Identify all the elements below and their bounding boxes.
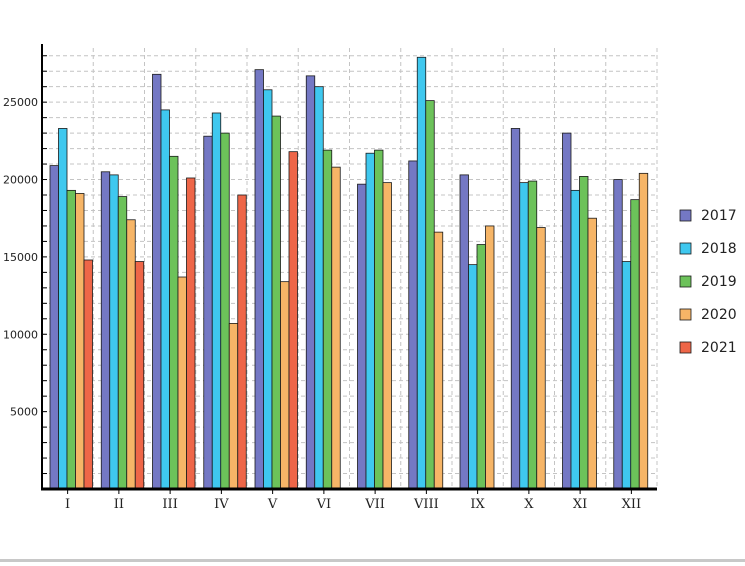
bar — [49, 165, 59, 490]
bar — [117, 196, 128, 490]
bar — [134, 261, 145, 490]
bar — [237, 194, 247, 490]
bar — [211, 112, 222, 490]
bar — [169, 155, 179, 490]
bar — [519, 182, 529, 490]
x-tick-label: VIII — [413, 497, 439, 512]
legend-swatch — [679, 308, 692, 321]
bar — [382, 182, 392, 490]
bar — [152, 73, 162, 490]
bar — [587, 217, 597, 490]
bar — [288, 151, 298, 490]
y-tick-label: 5000 — [10, 406, 38, 419]
bar — [357, 183, 367, 490]
bar — [416, 56, 427, 490]
axes — [41, 44, 657, 494]
legend-label: 2020 — [701, 307, 737, 323]
bar — [527, 180, 538, 490]
bar — [263, 89, 273, 490]
bar — [109, 174, 119, 490]
x-tick-label: X — [524, 497, 534, 512]
y-tick-label: 10000 — [3, 328, 38, 341]
bar — [621, 261, 632, 490]
x-tick-label: V — [267, 497, 278, 512]
bar — [100, 171, 111, 490]
legend: 2017 2018 2019 2020 2021 — [679, 208, 737, 356]
legend-swatch — [679, 242, 692, 255]
bar — [220, 132, 230, 490]
bar — [314, 86, 324, 490]
legend-swatch — [679, 209, 692, 222]
bar — [75, 193, 85, 490]
bar — [536, 227, 546, 490]
bar — [58, 128, 68, 490]
y-tick-label: 15000 — [3, 251, 38, 264]
bar — [186, 177, 196, 490]
x-tick-label: IX — [470, 497, 485, 512]
legend-swatch — [679, 275, 692, 288]
bar — [613, 179, 623, 490]
bars — [49, 56, 649, 490]
bar — [66, 189, 76, 490]
bar — [630, 199, 640, 490]
grid — [42, 48, 658, 489]
y-tick-label: 25000 — [3, 96, 38, 109]
bar — [126, 219, 136, 490]
bar — [83, 259, 93, 490]
bar — [408, 160, 418, 490]
x-tick-label: III — [162, 497, 177, 512]
x-tick-label: VII — [364, 497, 385, 512]
x-tick-label: I — [65, 497, 70, 512]
bar — [510, 128, 521, 490]
bar — [305, 75, 316, 490]
y-axis-ticks: 5000 10000 15000 20000 25000 — [3, 96, 38, 418]
x-tick-label: II — [114, 497, 124, 512]
bar — [485, 225, 495, 490]
bar — [468, 264, 478, 490]
bar — [459, 174, 469, 490]
bar — [433, 231, 444, 490]
bar — [476, 244, 486, 490]
x-axis-ticks: I II III IV V VI VII VIII IX X XI XII — [65, 497, 641, 512]
legend-label: 2021 — [701, 340, 737, 356]
y-tick-label: 20000 — [3, 174, 38, 187]
bottom-rule — [0, 559, 745, 562]
bar — [638, 172, 649, 490]
bar — [374, 149, 384, 490]
bar — [203, 135, 213, 490]
legend-label: 2017 — [701, 208, 737, 224]
bar — [271, 115, 281, 490]
bar — [365, 152, 375, 490]
bar — [570, 189, 580, 490]
x-tick-label: XI — [573, 497, 587, 512]
bar — [579, 176, 589, 490]
bar — [254, 69, 264, 490]
x-tick-label: IV — [214, 497, 229, 512]
bar — [160, 109, 170, 490]
legend-label: 2018 — [701, 241, 737, 257]
bar — [425, 100, 435, 490]
bar — [280, 281, 290, 490]
bar — [322, 149, 333, 490]
x-tick-label: VI — [316, 497, 332, 512]
bar — [331, 166, 341, 490]
x-tick-label: XII — [622, 497, 642, 512]
bar — [177, 276, 187, 490]
legend-swatch — [679, 341, 692, 354]
bar — [228, 323, 239, 490]
legend-label: 2019 — [701, 274, 737, 290]
bar — [562, 132, 572, 490]
